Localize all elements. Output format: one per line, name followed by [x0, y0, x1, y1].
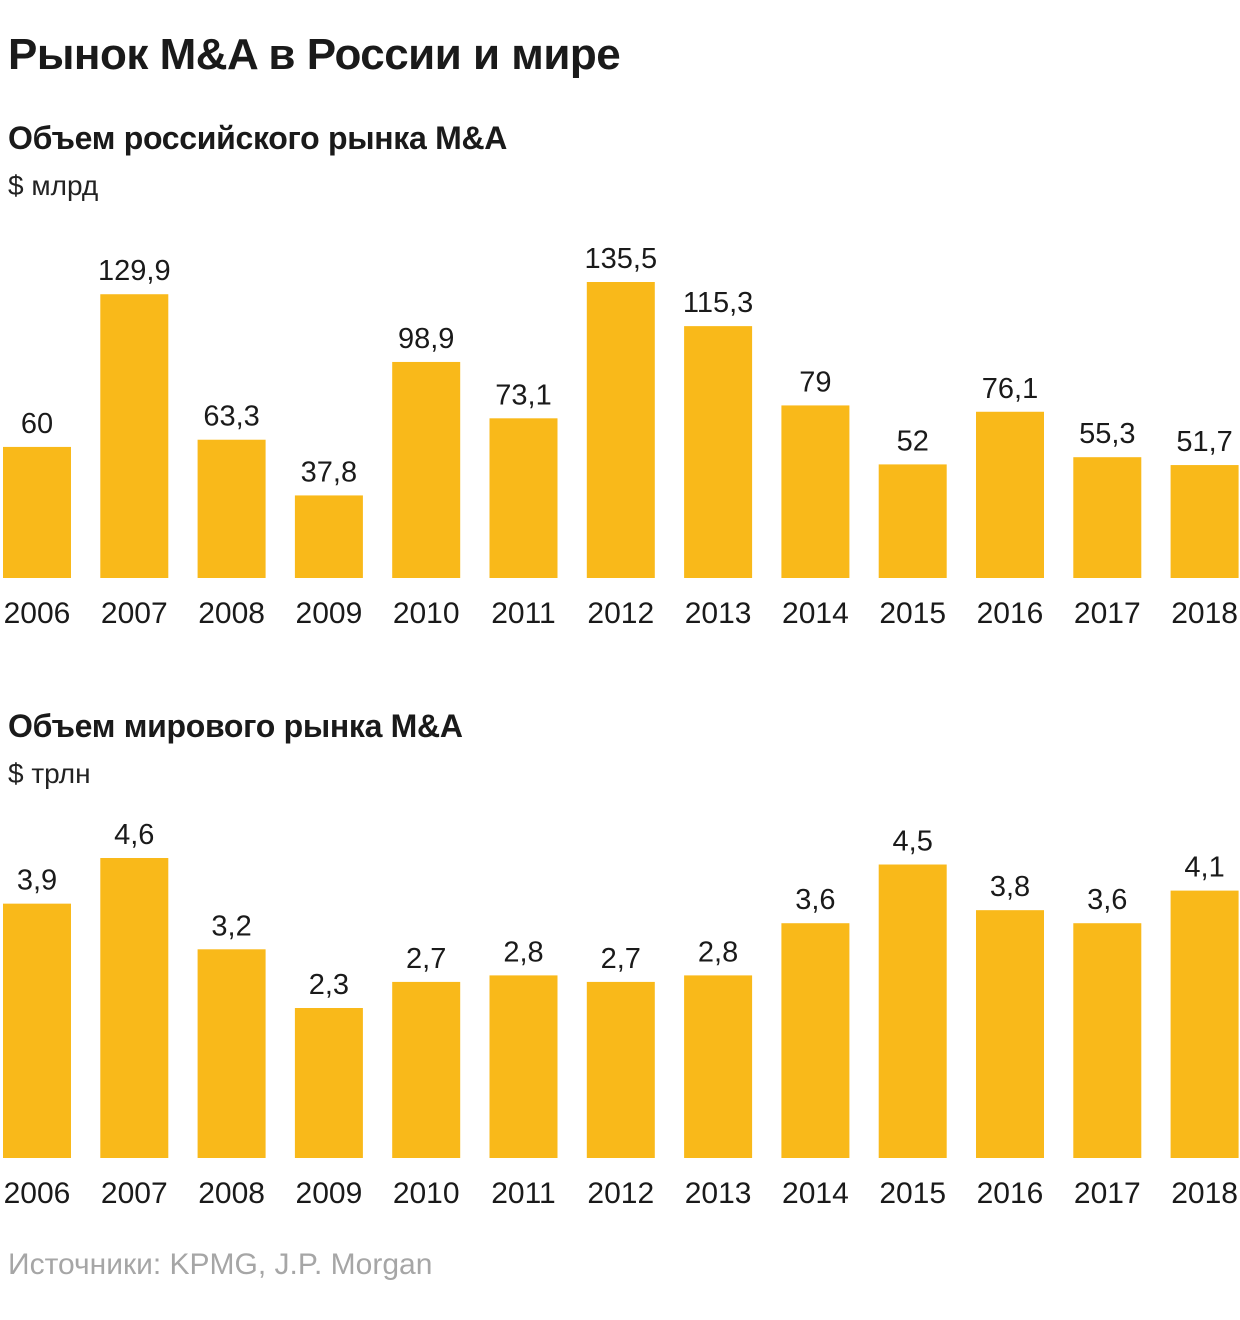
chart-2-title: Объем мирового рынка M&A — [8, 708, 463, 744]
x-tick-2016: 2016 — [977, 597, 1044, 630]
value-label-2008: 3,2 — [211, 910, 251, 942]
page-title: Рынок M&A в России и мире — [8, 30, 621, 79]
x-tick-2007: 2007 — [101, 1177, 168, 1210]
x-tick-2016: 2016 — [977, 1177, 1044, 1210]
value-label-2012: 2,7 — [601, 943, 641, 975]
bar-2008 — [197, 439, 266, 578]
russia-bar-chart: 60 2006 129,9 2007 63,3 2008 37,8 2009 98,9 2010 7… — [3, 243, 1239, 630]
bar-2009 — [294, 495, 363, 578]
value-label-2018: 4,1 — [1184, 852, 1224, 884]
x-tick-2015: 2015 — [879, 1177, 946, 1210]
bar-2007 — [100, 858, 169, 1158]
bar-2015 — [878, 864, 947, 1158]
value-label-2016: 76,1 — [982, 373, 1038, 405]
bar-2007 — [100, 294, 169, 578]
bar-2013 — [684, 975, 753, 1158]
bar-2012 — [586, 981, 655, 1158]
world-bar-chart: 3,9 2006 4,6 2007 3,2 2008 2,3 2009 2,7 2010 2,8 20… — [3, 819, 1239, 1210]
value-label-2007: 4,6 — [114, 819, 154, 851]
value-label-2017: 3,6 — [1087, 884, 1127, 916]
bar-2010 — [392, 981, 461, 1158]
value-label-2016: 3,8 — [990, 871, 1030, 903]
bar-2012 — [586, 282, 655, 578]
chart-2-unit: $ трлн — [8, 758, 91, 789]
chart-1-unit: $ млрд — [8, 170, 99, 201]
x-tick-2009: 2009 — [296, 1177, 363, 1210]
x-tick-2006: 2006 — [4, 597, 71, 630]
bar-2016 — [976, 910, 1044, 1158]
source-note: Источники: KPMG, J.P. Morgan — [8, 1248, 433, 1281]
value-label-2010: 2,7 — [406, 943, 446, 975]
value-label-2006: 60 — [21, 408, 53, 440]
x-tick-2013: 2013 — [685, 597, 752, 630]
x-tick-2008: 2008 — [198, 1177, 265, 1210]
x-tick-2012: 2012 — [587, 1177, 654, 1210]
x-tick-2014: 2014 — [782, 1177, 849, 1210]
x-tick-2006: 2006 — [4, 1177, 71, 1210]
x-tick-2018: 2018 — [1171, 597, 1238, 630]
x-tick-2018: 2018 — [1171, 1177, 1238, 1210]
x-tick-2010: 2010 — [393, 1177, 460, 1210]
x-tick-2013: 2013 — [685, 1177, 752, 1210]
x-tick-2010: 2010 — [393, 597, 460, 630]
value-label-2011: 73,1 — [495, 379, 551, 411]
bar-2014 — [781, 405, 850, 578]
x-tick-2009: 2009 — [296, 597, 363, 630]
value-label-2014: 79 — [799, 366, 831, 398]
x-tick-2012: 2012 — [587, 597, 654, 630]
bar-2013 — [684, 326, 753, 578]
value-label-2015: 4,5 — [893, 826, 933, 858]
bar-2016 — [976, 411, 1044, 578]
bar-2006 — [3, 903, 71, 1158]
x-tick-2011: 2011 — [491, 1177, 556, 1210]
bar-2010 — [392, 361, 461, 578]
bar-2018 — [1170, 465, 1239, 578]
bar-2017 — [1073, 457, 1142, 578]
x-tick-2008: 2008 — [198, 597, 265, 630]
value-label-2007: 129,9 — [98, 255, 171, 287]
bar-2009 — [294, 1008, 363, 1158]
bar-2011 — [489, 975, 558, 1158]
x-tick-2014: 2014 — [782, 597, 849, 630]
x-tick-2007: 2007 — [101, 597, 168, 630]
bar-2011 — [489, 418, 558, 578]
value-label-2013: 115,3 — [683, 287, 753, 319]
value-label-2013: 2,8 — [698, 936, 738, 968]
bar-2008 — [197, 949, 266, 1158]
value-label-2017: 55,3 — [1079, 418, 1135, 450]
bar-2018 — [1170, 890, 1239, 1158]
value-label-2006: 3,9 — [17, 865, 57, 897]
value-label-2010: 98,9 — [398, 323, 454, 355]
bar-2006 — [3, 446, 71, 578]
x-tick-2011: 2011 — [491, 597, 556, 630]
value-label-2014: 3,6 — [795, 884, 835, 916]
x-tick-2017: 2017 — [1074, 597, 1141, 630]
chart-1-title: Объем российского рынка M&A — [8, 120, 508, 156]
x-tick-2015: 2015 — [879, 597, 946, 630]
value-label-2012: 135,5 — [585, 243, 658, 275]
bar-2014 — [781, 923, 850, 1158]
bar-2015 — [878, 464, 947, 578]
value-label-2018: 51,7 — [1176, 426, 1232, 458]
x-tick-2017: 2017 — [1074, 1177, 1141, 1210]
value-label-2009: 37,8 — [301, 456, 357, 488]
bar-2017 — [1073, 923, 1142, 1158]
value-label-2011: 2,8 — [503, 936, 543, 968]
value-label-2008: 63,3 — [203, 401, 259, 433]
value-label-2009: 2,3 — [309, 969, 349, 1001]
value-label-2015: 52 — [897, 425, 929, 457]
